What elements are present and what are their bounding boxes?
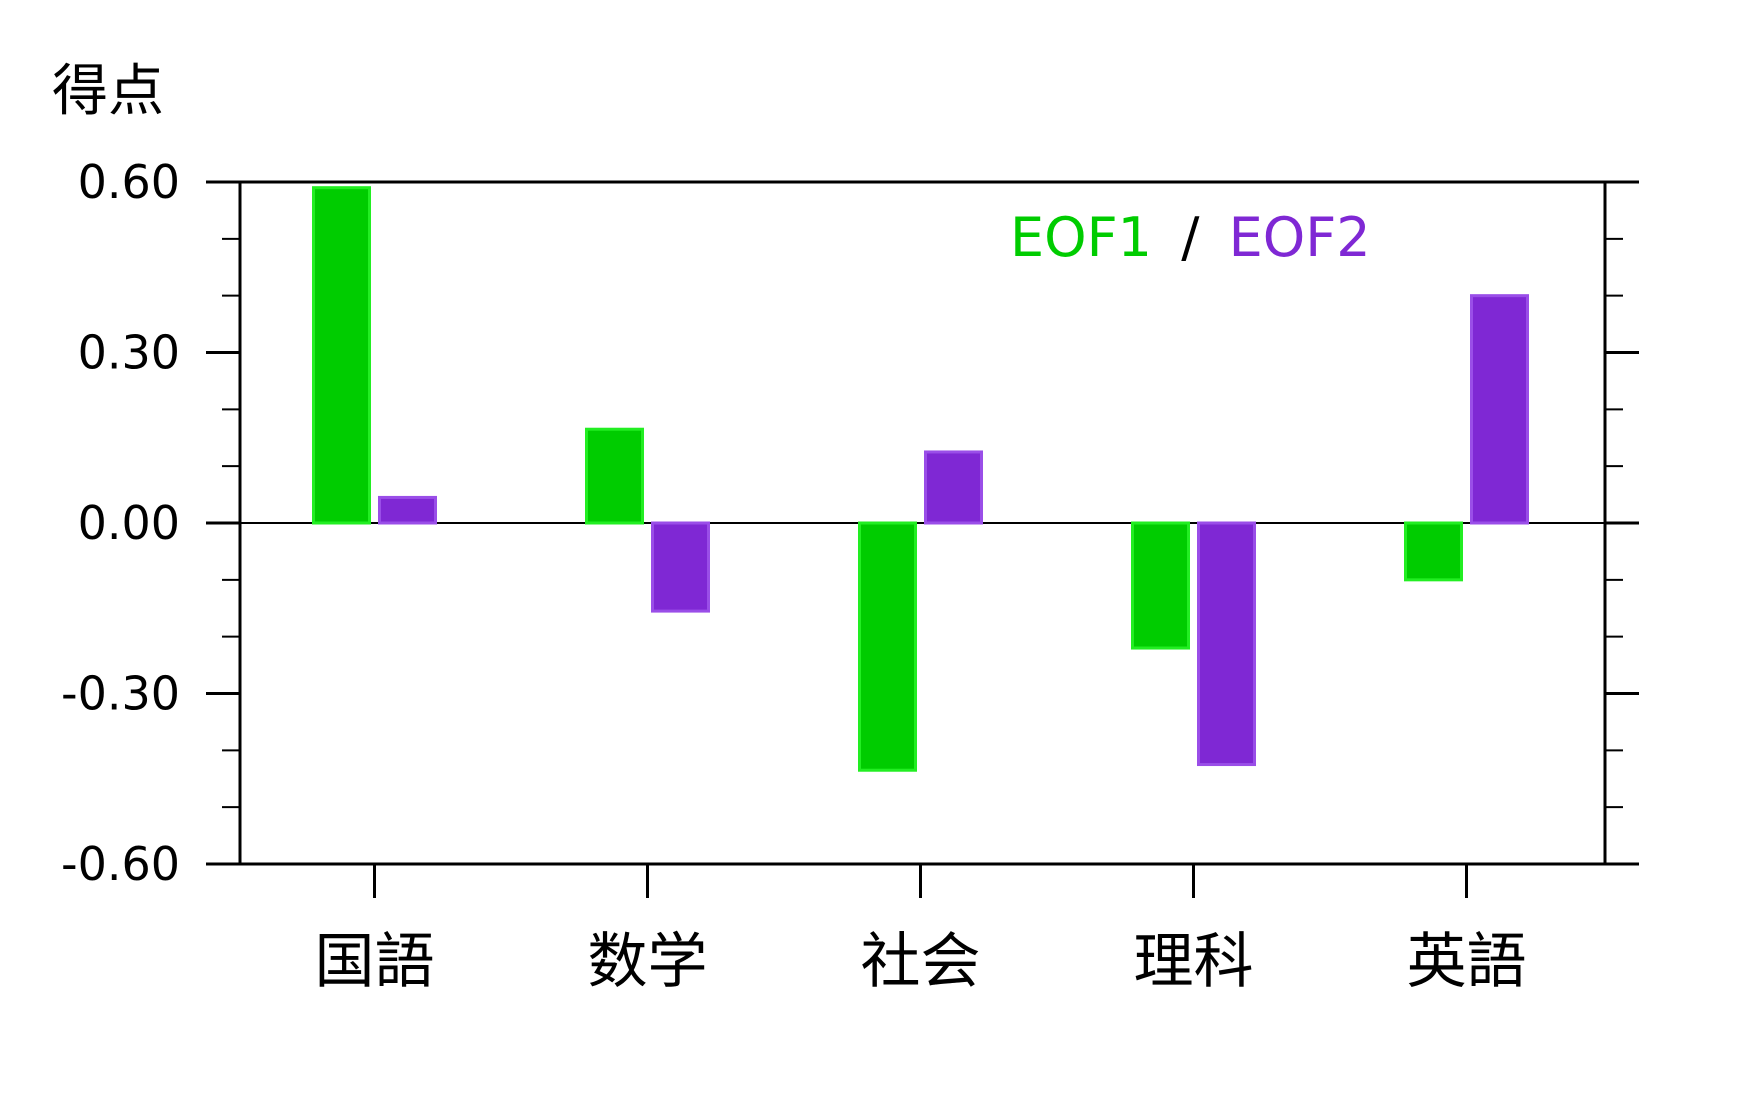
y-axis-label: 得点	[52, 59, 164, 124]
y-tick-label: 0.60	[78, 155, 180, 209]
y-tick-labels: 0.60 0.30 0.00 -0.30 -0.60	[61, 155, 180, 891]
category-label: 国語	[315, 927, 435, 997]
bars-layer	[312, 186, 1529, 772]
legend-label-eof1: EOF1	[1010, 206, 1152, 269]
category-label: 理科	[1134, 927, 1254, 997]
bar-eof2-1	[651, 521, 710, 613]
category-label: 数学	[588, 927, 708, 997]
legend: EOF1 / EOF2	[1010, 206, 1371, 269]
y-tick-label: 0.00	[78, 496, 180, 550]
ticks-layer	[206, 180, 1639, 898]
bar-eof1-3	[1131, 521, 1190, 650]
bar-eof1-4	[1404, 521, 1463, 582]
category-label: 社会	[861, 927, 981, 997]
plot-frame	[238, 180, 1607, 866]
bar-eof2-4	[1470, 294, 1529, 525]
legend-label-eof2: EOF2	[1229, 206, 1371, 269]
y-tick-label: -0.30	[61, 667, 180, 721]
bar-eof2-0	[378, 495, 437, 525]
bar-eof1-1	[585, 427, 644, 525]
y-tick-label: -0.60	[61, 837, 180, 891]
y-tick-label: 0.30	[78, 326, 180, 380]
bar-eof2-2	[924, 450, 983, 525]
category-labels: 国語 数学 社会 理科 英語	[315, 927, 1527, 997]
bar-eof2-3	[1197, 521, 1256, 767]
bar-eof1-0	[312, 186, 371, 525]
category-label: 英語	[1407, 927, 1527, 997]
bar-eof1-2	[858, 521, 917, 772]
legend-separator: /	[1181, 206, 1200, 269]
